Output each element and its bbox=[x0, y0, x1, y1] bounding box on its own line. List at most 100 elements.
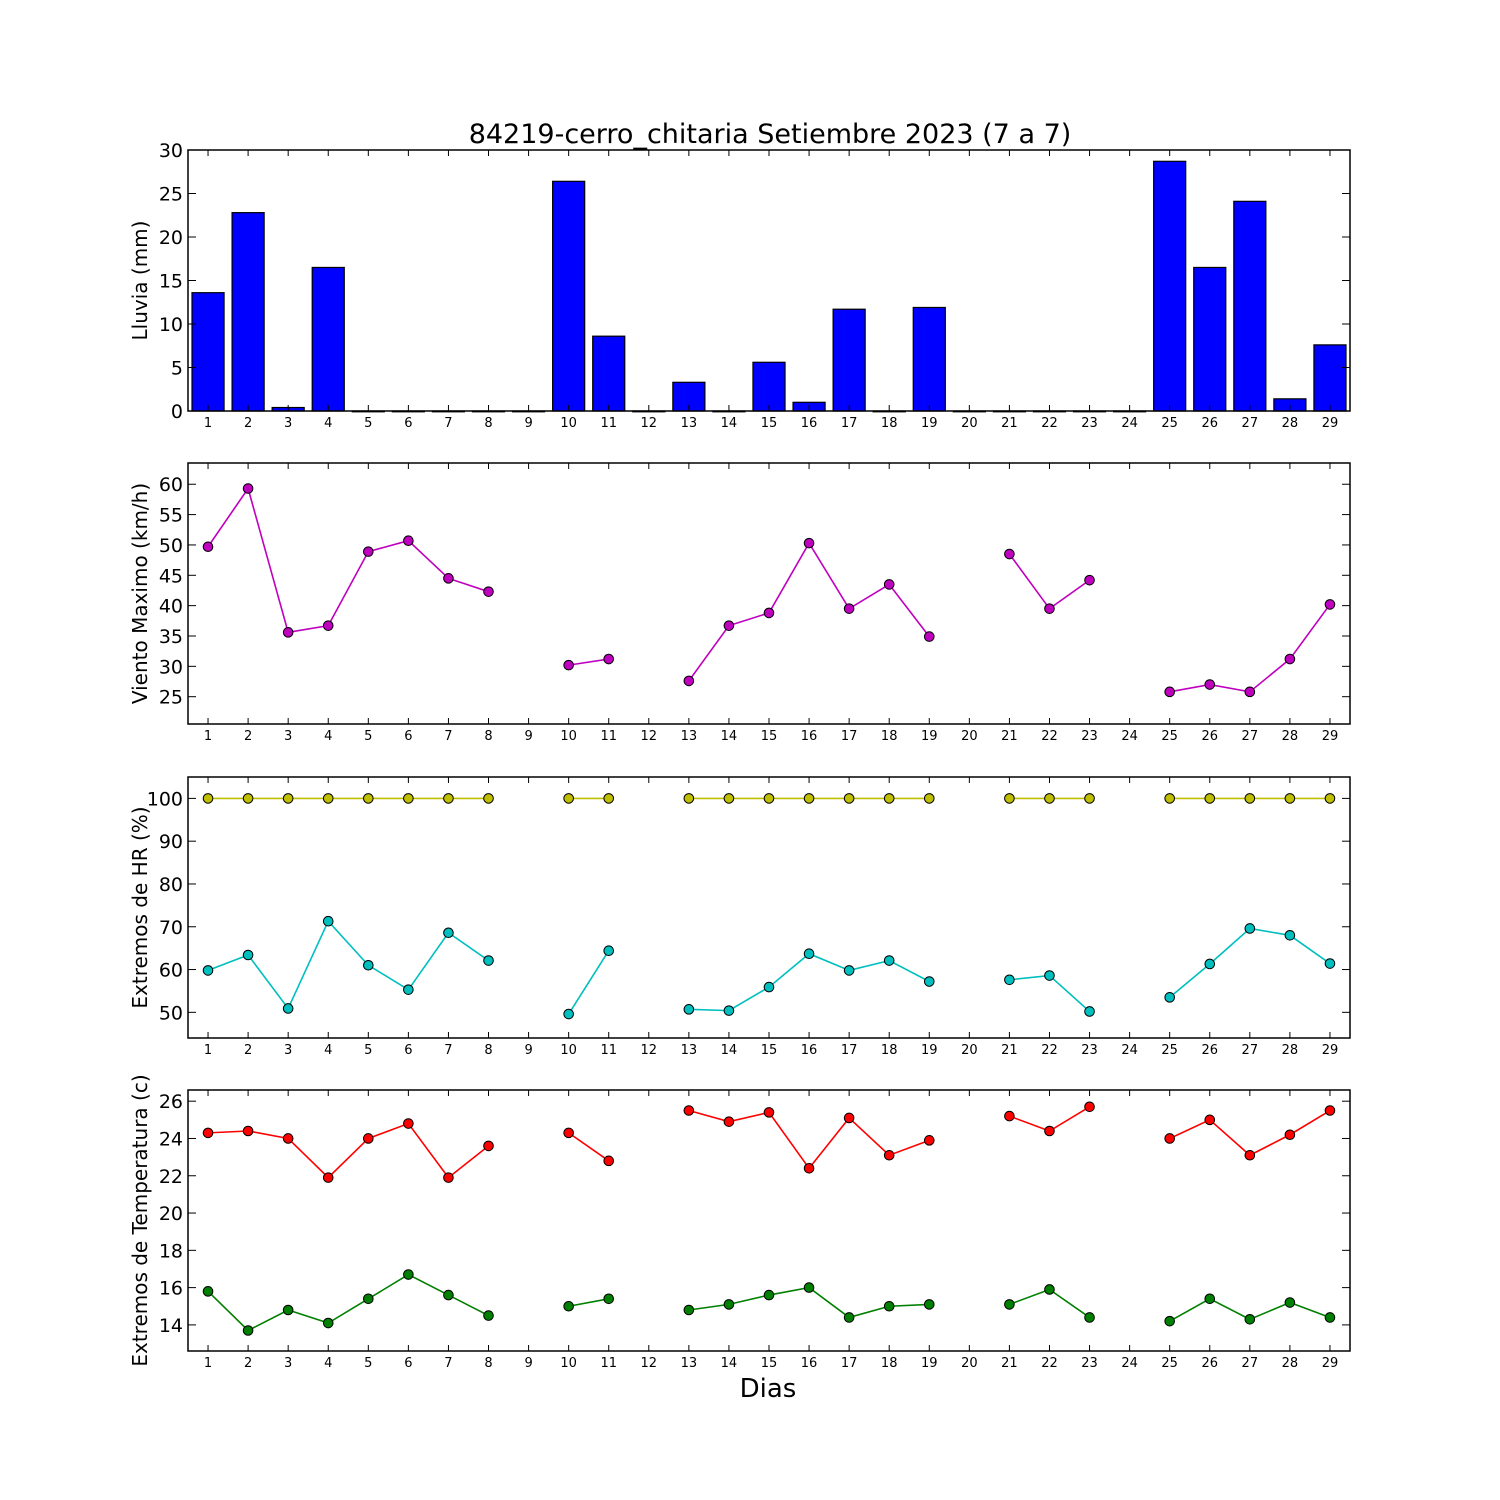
series-2-point-day-25 bbox=[1164, 992, 1175, 1003]
series-2-point-day-18 bbox=[883, 1300, 895, 1312]
x-tick-label: 17 bbox=[841, 1356, 858, 1371]
series-1-line-segment-2 bbox=[568, 1132, 610, 1162]
series-1-point-day-1 bbox=[202, 1127, 214, 1139]
x-tick-label: 17 bbox=[841, 729, 858, 744]
chart-title: 84219-cerro_chitaria Setiembre 2023 (7 a… bbox=[469, 119, 1072, 150]
y-tick-label: 20 bbox=[159, 227, 183, 249]
series-2-point-day-7 bbox=[443, 927, 454, 939]
series-1-point-day-21 bbox=[1004, 793, 1015, 804]
series-2-point-day-28 bbox=[1284, 1297, 1296, 1308]
bar-day-17 bbox=[832, 308, 866, 412]
series-2-point-day-17 bbox=[843, 1312, 855, 1323]
series-1-point-day-22 bbox=[1044, 793, 1055, 804]
series-2-point-day-15 bbox=[763, 1289, 775, 1301]
series-1-point-day-26 bbox=[1204, 679, 1216, 690]
x-tick-label: 7 bbox=[444, 729, 452, 744]
panel-2: 1 2 3 4 5 6 7 8 9 10 11 12 13 14 15 16 17 18 19 20 21 22 23 24 2… bbox=[128, 462, 1351, 744]
y-tick-label: 16 bbox=[159, 1278, 183, 1300]
series-1-point-day-21 bbox=[1004, 1110, 1015, 1122]
series-1-point-day-23 bbox=[1084, 793, 1095, 804]
series-2-line-segment-2 bbox=[567, 950, 610, 1015]
series-1-point-day-6 bbox=[403, 793, 414, 804]
x-tick-label: 10 bbox=[560, 416, 577, 431]
series-1-point-day-15 bbox=[763, 607, 775, 619]
y-tick-label: 24 bbox=[159, 1128, 183, 1150]
x-tick-label: 1 bbox=[204, 1043, 212, 1058]
x-tick-label: 25 bbox=[1161, 1043, 1178, 1058]
y-tick-label: 25 bbox=[159, 687, 183, 709]
series-1-point-day-28 bbox=[1284, 1129, 1296, 1141]
y-tick-label: 80 bbox=[159, 874, 183, 896]
x-tick-label: 28 bbox=[1282, 729, 1299, 744]
y-tick-label: 90 bbox=[159, 831, 183, 853]
series-1-point-day-18 bbox=[883, 579, 895, 590]
panel-4: 1 2 3 4 5 6 7 8 9 10 11 12 13 14 15 16 17 18 19 20 21 22 23 24 2… bbox=[128, 1074, 1351, 1371]
x-tick-label: 21 bbox=[1001, 1356, 1018, 1371]
x-tick-label: 2 bbox=[244, 1043, 252, 1058]
bar-day-27 bbox=[1233, 200, 1267, 412]
x-tick-label: 2 bbox=[244, 1356, 252, 1371]
series-2-point-day-13 bbox=[683, 1004, 695, 1015]
series-2-point-day-10 bbox=[563, 1300, 574, 1312]
series-1-point-day-19 bbox=[923, 1135, 935, 1146]
x-tick-label: 25 bbox=[1161, 1356, 1178, 1371]
x-tick-label: 2 bbox=[244, 416, 252, 431]
x-tick-label: 12 bbox=[641, 1356, 658, 1371]
x-tick-label: 16 bbox=[801, 729, 818, 744]
x-tick-label: 1 bbox=[204, 1356, 212, 1371]
x-tick-label: 29 bbox=[1322, 1043, 1339, 1058]
x-tick-label: 7 bbox=[444, 1043, 452, 1058]
series-1-point-day-2 bbox=[242, 483, 254, 494]
series-1-point-day-25 bbox=[1164, 793, 1175, 804]
x-tick-label: 14 bbox=[721, 1043, 738, 1058]
y-axis-label: Viento Maximo (km/h) bbox=[128, 483, 152, 704]
panel-1: 1 2 3 4 5 6 7 8 9 10 11 12 13 14 15 16 17 18 19 20 21 22 23 24 2… bbox=[128, 140, 1351, 431]
series-2-line-segment-1 bbox=[207, 1273, 489, 1332]
bar-day-26 bbox=[1193, 266, 1227, 412]
bar-day-25 bbox=[1153, 160, 1187, 412]
x-tick-label: 23 bbox=[1081, 416, 1098, 431]
y-tick-label: 60 bbox=[159, 474, 183, 496]
x-tick-label: 6 bbox=[404, 729, 412, 744]
series-2-point-day-4 bbox=[322, 1317, 334, 1329]
series-1-point-day-1 bbox=[202, 793, 214, 804]
x-tick-label: 18 bbox=[881, 416, 898, 431]
x-tick-label: 13 bbox=[681, 1043, 698, 1058]
series-2-point-day-26 bbox=[1204, 958, 1216, 970]
x-tick-label: 16 bbox=[801, 1043, 818, 1058]
series-1-point-day-26 bbox=[1204, 1114, 1216, 1126]
series-2-point-day-29 bbox=[1324, 958, 1336, 969]
y-tick-label: 50 bbox=[159, 535, 183, 557]
series-2-point-day-11 bbox=[603, 1293, 615, 1305]
series-1-point-day-7 bbox=[443, 573, 454, 584]
x-tick-label: 3 bbox=[284, 1043, 292, 1058]
y-tick-label: 30 bbox=[159, 656, 183, 678]
y-tick-label: 10 bbox=[159, 314, 183, 336]
series-1-point-day-19 bbox=[923, 631, 935, 642]
y-tick-label: 30 bbox=[159, 140, 183, 162]
x-tick-label: 20 bbox=[961, 1356, 978, 1371]
series-1-point-day-17 bbox=[843, 603, 855, 614]
x-tick-label: 2 bbox=[244, 729, 252, 744]
y-tick-label: 45 bbox=[159, 565, 183, 587]
x-tick-label: 9 bbox=[524, 729, 532, 744]
x-tick-label: 13 bbox=[681, 1356, 698, 1371]
x-tick-label: 22 bbox=[1041, 1043, 1058, 1058]
x-tick-label: 7 bbox=[444, 416, 452, 431]
series-1-line-segment-1 bbox=[207, 486, 489, 634]
x-tick-label: 15 bbox=[761, 416, 778, 431]
x-tick-label: 11 bbox=[600, 1043, 617, 1058]
x-tick-label: 16 bbox=[801, 1356, 818, 1371]
series-2-point-day-26 bbox=[1204, 1293, 1216, 1305]
x-tick-label: 26 bbox=[1201, 729, 1218, 744]
x-tick-label: 24 bbox=[1121, 729, 1138, 744]
y-tick-label: 70 bbox=[159, 917, 183, 939]
x-tick-label: 4 bbox=[324, 416, 332, 431]
series-1-point-day-3 bbox=[282, 793, 294, 804]
x-tick-label: 5 bbox=[364, 416, 372, 431]
x-tick-label: 8 bbox=[484, 729, 492, 744]
x-tick-label: 14 bbox=[721, 1356, 738, 1371]
x-tick-label: 23 bbox=[1081, 729, 1098, 744]
